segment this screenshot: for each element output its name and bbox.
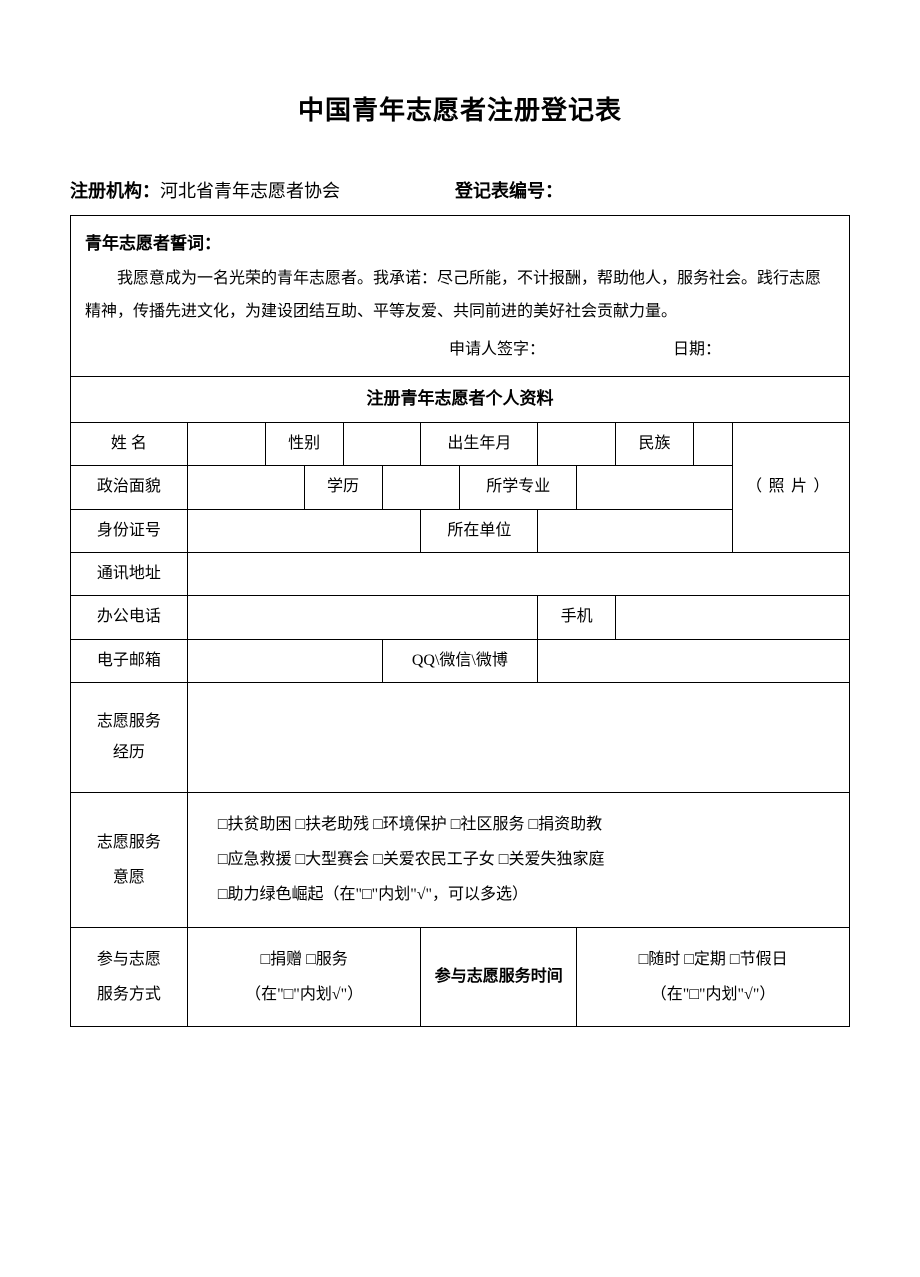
form-no-label: 登记表编号： xyxy=(455,177,563,203)
value-name[interactable] xyxy=(187,422,265,465)
value-intention[interactable]: □扶贫助困 □扶老助残 □环境保护 □社区服务 □捐资助教 □应急救援 □大型赛… xyxy=(187,793,849,928)
label-method: 参与志愿 服务方式 xyxy=(71,927,188,1026)
value-experience[interactable] xyxy=(187,683,849,793)
label-intention: 志愿服务 意愿 xyxy=(71,793,188,928)
label-address: 通讯地址 xyxy=(71,552,188,595)
value-method[interactable]: □捐赠 □服务 （在"□"内划√"） xyxy=(187,927,421,1026)
label-ethnic: 民族 xyxy=(616,422,694,465)
oath-body: 我愿意成为一名光荣的青年志愿者。我承诺：尽己所能，不计报酬，帮助他人，服务社会。… xyxy=(85,262,835,329)
value-gender[interactable] xyxy=(343,422,421,465)
row-intention: 志愿服务 意愿 □扶贫助困 □扶老助残 □环境保护 □社区服务 □捐资助教 □应… xyxy=(71,793,850,928)
label-method-l2: 服务方式 xyxy=(81,977,177,1012)
label-birth: 出生年月 xyxy=(421,422,538,465)
intention-line1: □扶贫助困 □扶老助残 □环境保护 □社区服务 □捐资助教 xyxy=(200,807,837,842)
label-time: 参与志愿服务时间 xyxy=(421,927,577,1026)
value-education[interactable] xyxy=(382,466,460,509)
date-label: 日期： xyxy=(673,341,721,358)
value-birth[interactable] xyxy=(538,422,616,465)
label-experience-l1: 志愿服务 xyxy=(79,707,179,737)
row-name: 姓 名 性别 出生年月 民族 （照片） xyxy=(71,422,850,465)
label-education: 学历 xyxy=(304,466,382,509)
label-method-l1: 参与志愿 xyxy=(81,942,177,977)
intention-line2: □应急救援 □大型赛会 □关爱农民工子女 □关爱失独家庭 xyxy=(200,842,837,877)
value-office-phone[interactable] xyxy=(187,596,537,639)
value-mobile[interactable] xyxy=(616,596,850,639)
row-experience: 志愿服务 经历 xyxy=(71,683,850,793)
row-email: 电子邮箱 QQ\微信\微博 xyxy=(71,639,850,682)
header-line: 注册机构： 河北省青年志愿者协会 登记表编号： xyxy=(70,177,850,203)
sign-label: 申请人签字： xyxy=(449,341,545,358)
label-workunit: 所在单位 xyxy=(421,509,538,552)
label-gender: 性别 xyxy=(265,422,343,465)
label-social: QQ\微信\微博 xyxy=(382,639,538,682)
row-phone: 办公电话 手机 xyxy=(71,596,850,639)
label-major: 所学专业 xyxy=(460,466,577,509)
label-office-phone: 办公电话 xyxy=(71,596,188,639)
label-political: 政治面貌 xyxy=(71,466,188,509)
value-idno[interactable] xyxy=(187,509,421,552)
value-email[interactable] xyxy=(187,639,382,682)
value-ethnic[interactable] xyxy=(694,422,733,465)
label-experience-l2: 经历 xyxy=(79,738,179,768)
label-name: 姓 名 xyxy=(71,422,188,465)
row-method: 参与志愿 服务方式 □捐赠 □服务 （在"□"内划√"） 参与志愿服务时间 □随… xyxy=(71,927,850,1026)
time-options: □随时 □定期 □节假日 xyxy=(587,942,839,977)
value-workunit[interactable] xyxy=(538,509,733,552)
org-label: 注册机构： xyxy=(70,177,160,203)
section-header: 注册青年志愿者个人资料 xyxy=(71,377,850,422)
org-value: 河北省青年志愿者协会 xyxy=(160,177,340,203)
value-time[interactable]: □随时 □定期 □节假日 （在"□"内划"√"） xyxy=(577,927,850,1026)
label-time-text: 参与志愿服务时间 xyxy=(431,959,566,994)
section-header-row: 注册青年志愿者个人资料 xyxy=(71,377,850,422)
value-address[interactable] xyxy=(187,552,849,595)
method-options: □捐赠 □服务 xyxy=(198,942,411,977)
label-experience: 志愿服务 经历 xyxy=(71,683,188,793)
oath-row: 青年志愿者誓词： 我愿意成为一名光荣的青年志愿者。我承诺：尽己所能，不计报酬，帮… xyxy=(71,216,850,377)
registration-table: 青年志愿者誓词： 我愿意成为一名光荣的青年志愿者。我承诺：尽己所能，不计报酬，帮… xyxy=(70,215,850,1027)
value-social[interactable] xyxy=(538,639,850,682)
row-address: 通讯地址 xyxy=(71,552,850,595)
oath-heading: 青年志愿者誓词： xyxy=(85,226,835,262)
time-hint: （在"□"内划"√"） xyxy=(587,977,839,1012)
photo-cell: （照片） xyxy=(732,422,849,552)
value-major[interactable] xyxy=(577,466,733,509)
intention-line3: □助力绿色崛起（在"□"内划"√"，可以多选） xyxy=(200,877,837,912)
value-political[interactable] xyxy=(187,466,304,509)
page-title: 中国青年志愿者注册登记表 xyxy=(70,90,850,127)
label-email: 电子邮箱 xyxy=(71,639,188,682)
method-hint: （在"□"内划√"） xyxy=(198,977,411,1012)
oath-sign-line: 申请人签字： 日期： xyxy=(85,333,835,367)
label-intention-l2: 意愿 xyxy=(83,860,175,895)
label-intention-l1: 志愿服务 xyxy=(83,825,175,860)
label-mobile: 手机 xyxy=(538,596,616,639)
label-idno: 身份证号 xyxy=(71,509,188,552)
